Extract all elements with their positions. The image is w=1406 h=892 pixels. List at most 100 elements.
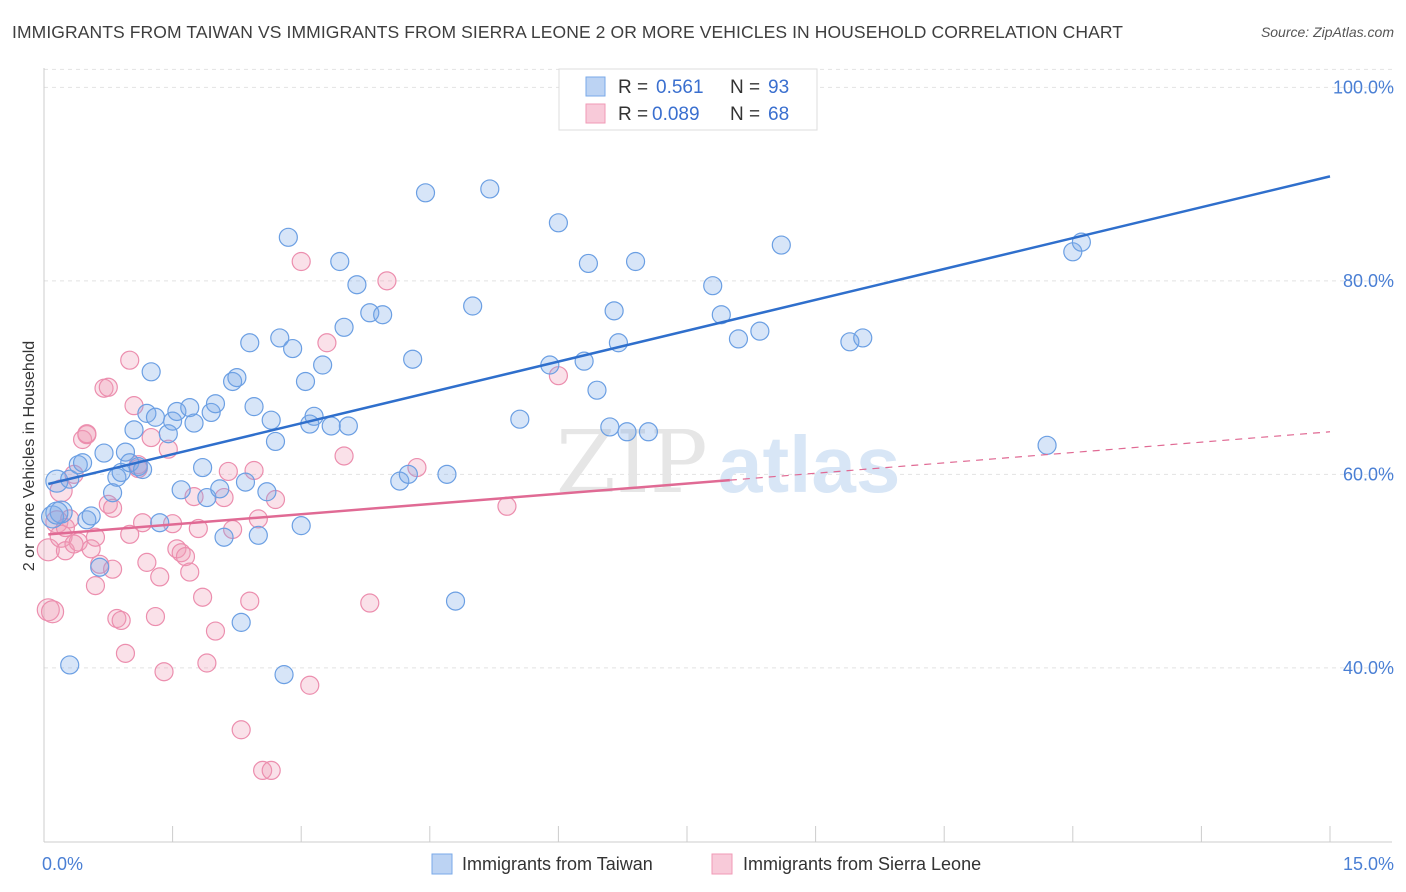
watermark: ZIP atlas	[556, 413, 900, 513]
series-sierra-leone-points	[36, 251, 569, 781]
point-taiwan-40	[244, 397, 264, 417]
point-taiwan-86	[840, 332, 860, 352]
point-sierra-leone-28	[154, 662, 174, 682]
point-taiwan-34	[214, 527, 234, 547]
bottom-legend-label-taiwan: Immigrants from Taiwan	[462, 854, 653, 874]
point-sierra-leone-12	[85, 576, 106, 596]
point-sierra-leone-19	[115, 643, 136, 663]
point-taiwan-53	[313, 355, 333, 375]
trend-line-sierra-leone-extension	[729, 431, 1331, 481]
point-taiwan-22	[150, 513, 170, 533]
point-taiwan-9	[90, 557, 110, 577]
point-taiwan-20	[141, 362, 161, 382]
point-taiwan-10	[94, 443, 114, 463]
point-taiwan-44	[265, 431, 286, 452]
legend-swatch-sierra-leone	[585, 103, 606, 124]
point-sierra-leone-34	[180, 562, 200, 582]
point-sierra-leone-43	[231, 720, 251, 740]
point-taiwan-37	[231, 612, 251, 632]
point-taiwan-23	[158, 424, 178, 444]
point-taiwan-36	[227, 368, 247, 388]
bottom-legend-swatch-taiwan	[431, 853, 453, 875]
point-sierra-leone-62	[120, 350, 140, 370]
axes	[43, 68, 1392, 843]
point-taiwan-57	[338, 416, 358, 436]
point-sierra-leone-39	[205, 621, 226, 641]
x-tick-label-max: 15.0%	[1343, 854, 1394, 874]
point-sierra-leone-37	[193, 587, 213, 607]
point-sierra-leone-57	[497, 496, 517, 516]
point-sierra-leone-48	[261, 760, 281, 781]
point-taiwan-46	[274, 665, 294, 685]
bottom-legend-label-sierra-leone: Immigrants from Sierra Leone	[743, 854, 981, 874]
point-taiwan-78	[617, 422, 637, 442]
point-sierra-leone-36	[188, 518, 208, 539]
y-tick-labels: 40.0% 60.0% 80.0% 100.0%	[1333, 77, 1394, 677]
point-taiwan-92	[45, 501, 69, 525]
point-sierra-leone-26	[145, 606, 166, 627]
bottom-legend-swatch-sierra-leone	[711, 853, 733, 875]
point-taiwan-11	[102, 483, 123, 503]
point-taiwan-71	[548, 213, 569, 233]
legend-swatch-taiwan	[585, 76, 606, 97]
point-sierra-leone-53	[334, 446, 354, 466]
point-taiwan-50	[295, 371, 316, 392]
point-taiwan-29	[193, 457, 213, 478]
legend-r-value-taiwan: 0.561	[656, 77, 704, 98]
point-sierra-leone-64	[85, 527, 106, 547]
bottom-legend: Immigrants from Taiwan Immigrants from S…	[431, 853, 981, 875]
point-sierra-leone-55	[377, 271, 397, 291]
point-sierra-leone-23	[132, 513, 153, 533]
point-taiwan-33	[210, 479, 230, 499]
point-taiwan-42	[257, 482, 277, 502]
point-taiwan-56	[334, 317, 354, 337]
point-taiwan-6	[72, 453, 93, 473]
point-taiwan-79	[625, 251, 646, 272]
point-taiwan-68	[480, 179, 500, 199]
point-taiwan-73	[578, 253, 599, 274]
point-taiwan-49	[291, 516, 311, 536]
point-taiwan-75	[600, 417, 620, 437]
legend-n-value-sierra-leone: 68	[768, 104, 789, 125]
point-sierra-leone-27	[150, 567, 170, 587]
point-taiwan-27	[180, 397, 200, 418]
point-taiwan-16	[124, 420, 144, 440]
legend-n-label-taiwan: N =	[730, 77, 760, 98]
point-sierra-leone-2	[40, 600, 65, 624]
y-tick-label-80: 80.0%	[1343, 271, 1394, 291]
point-taiwan-85	[771, 235, 791, 255]
point-taiwan-76	[604, 301, 624, 321]
point-taiwan-47	[278, 227, 298, 247]
y-tick-label-100: 100.0%	[1333, 77, 1394, 97]
point-sierra-leone-25	[141, 427, 161, 448]
point-taiwan-4	[60, 655, 80, 675]
x-tick-label-min: 0.0%	[42, 854, 83, 874]
point-taiwan-58	[347, 275, 367, 295]
point-taiwan-48	[283, 338, 303, 359]
point-taiwan-43	[261, 410, 281, 430]
point-taiwan-31	[201, 402, 221, 423]
point-sierra-leone-38	[197, 653, 217, 673]
point-sierra-leone-24	[137, 552, 157, 572]
point-sierra-leone-41	[218, 461, 238, 482]
watermark-atlas: atlas	[718, 420, 900, 509]
legend-r-label-taiwan: R =	[618, 77, 648, 98]
grid-lines	[44, 68, 1392, 669]
point-taiwan-88	[1037, 435, 1057, 455]
point-taiwan-45	[270, 328, 290, 348]
point-taiwan-66	[445, 591, 466, 611]
trend-line-sierra-leone	[48, 478, 730, 536]
legend-r-label-sierra-leone: R =	[618, 104, 648, 125]
point-sierra-leone-54	[360, 593, 380, 613]
point-taiwan-69	[510, 409, 530, 429]
watermark-zip: ZIP	[556, 413, 708, 513]
source-credit: Source: ZipAtlas.com	[1260, 24, 1394, 40]
point-sierra-leone-0	[36, 598, 60, 622]
point-taiwan-67	[463, 296, 483, 316]
series-taiwan-points	[40, 77, 1091, 685]
point-taiwan-55	[330, 251, 350, 272]
point-taiwan-24	[163, 411, 183, 431]
point-taiwan-14	[115, 442, 136, 462]
point-taiwan-84	[750, 321, 770, 341]
